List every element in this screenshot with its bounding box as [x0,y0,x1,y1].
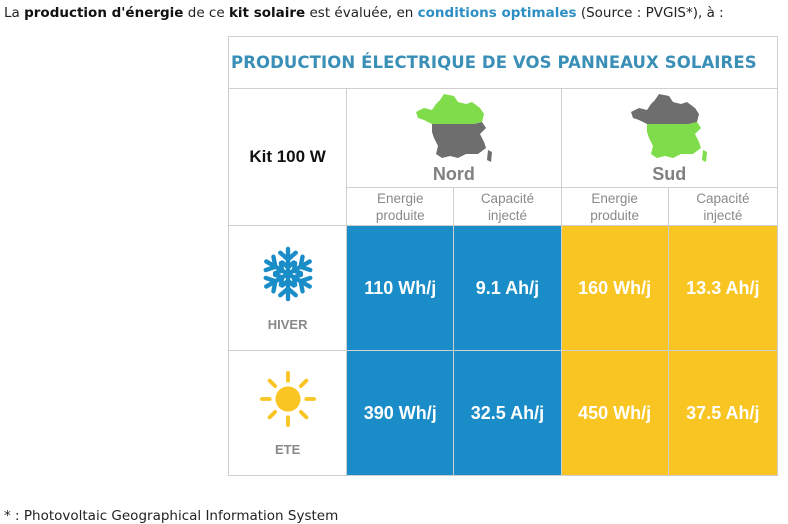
value-hiver-nord-energie: 110 Wh/j [346,225,455,351]
france-map-north-icon [415,93,492,162]
footnote: * : Photovoltaic Geographical Informatio… [4,508,339,524]
table-row-ete: ETE 390 Wh/j 32.5 Ah/j 450 Wh/j 37.5 Ah/… [227,350,779,476]
intro-bold-kit: kit solaire [228,5,306,21]
intro-part1: La [4,5,25,21]
table-row-hiver: HIVER 110 Wh/j 9.1 Ah/j 160 Wh/j 13.3 Ah… [227,225,779,351]
france-map-south-icon [631,93,708,162]
region-sud-label: Sud [652,163,687,184]
intro-part2: de ce [183,5,229,21]
value-ete-sud-capacite: 37.5 Ah/j [667,350,779,476]
season-ete: ETE [227,350,348,476]
value-ete-nord-capacite: 32.5 Ah/j [453,350,562,476]
region-nord-label: Nord [432,163,475,184]
subheader-line2: produite [375,207,425,223]
value-ete-sud-energie: 450 Wh/j [560,350,669,476]
intro-text: La production d'énergie de ce kit solair… [4,4,724,22]
intro-highlight: conditions optimales [417,5,577,21]
intro-part4: (Source : PVGIS*), à : [576,5,724,21]
subheader-sud-capacite: Capacité injecté [667,187,779,226]
season-label-hiver: HIVER [267,316,308,332]
snowflake-icon [259,246,317,303]
subheader-line1: Capacité [696,190,750,206]
value-ete-nord-energie: 390 Wh/j [346,350,455,476]
value-hiver-nord-capacite: 9.1 Ah/j [453,225,562,351]
intro-bold-production: production d'énergie [24,5,184,21]
kit-label: Kit 100 W [227,88,348,226]
subheader-nord-energie: Energie produite [346,187,455,226]
production-table: PRODUCTION ÉLECTRIQUE DE VOS PANNEAUX SO… [227,36,779,476]
season-label-ete: ETE [274,441,301,457]
subheader-line1: Capacité [480,190,535,206]
table-title: PRODUCTION ÉLECTRIQUE DE VOS PANNEAUX SO… [228,36,778,89]
subheader-nord-capacite: Capacité injecté [453,187,562,226]
subheader-sud-energie: Energie produite [560,187,669,226]
value-hiver-sud-capacite: 13.3 Ah/j [667,225,779,351]
subheader-line2: injecté [703,207,743,223]
region-sud-header: Sud [560,88,779,188]
sun-icon [259,370,316,427]
region-nord-header: Nord [346,88,562,188]
value-hiver-sud-energie: 160 Wh/j [560,225,669,351]
intro-part3: est évaluée, en [305,5,418,21]
season-hiver: HIVER [227,225,348,351]
subheader-line2: injecté [487,207,527,223]
subheader-line1: Energie [377,190,424,206]
subheader-line2: produite [590,207,640,223]
subheader-line1: Energie [591,190,638,206]
